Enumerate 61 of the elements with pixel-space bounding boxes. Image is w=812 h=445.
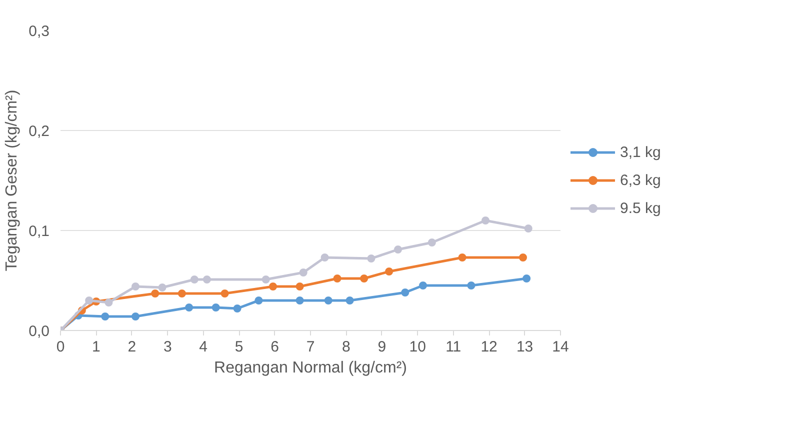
y-tick-label: 0,1 — [28, 223, 50, 240]
point — [220, 290, 229, 298]
point — [428, 238, 436, 246]
x-tick-label: 10 — [409, 338, 426, 356]
x-tick-label: 12 — [480, 338, 498, 356]
legend-label: 3,1 kg — [620, 144, 661, 160]
x-tick-label: 6 — [270, 338, 279, 356]
point — [254, 296, 263, 304]
point — [467, 282, 476, 290]
point — [132, 282, 140, 290]
point — [299, 268, 308, 276]
point — [394, 246, 402, 254]
point — [519, 254, 527, 262]
point — [458, 254, 466, 262]
point — [185, 304, 194, 312]
y-tick-label: 0,0 — [28, 323, 50, 340]
point — [367, 254, 376, 262]
y-tick-label: 0,3 — [28, 23, 50, 40]
x-tick-label: 3 — [163, 338, 172, 356]
point — [401, 288, 410, 296]
point — [333, 274, 342, 282]
x-tick-label: 0 — [56, 338, 65, 356]
x-tick-label: 2 — [128, 338, 136, 356]
point — [158, 284, 166, 292]
point — [385, 268, 394, 276]
point — [269, 282, 277, 290]
x-tick-label: 5 — [234, 338, 244, 356]
x-tick-label: 11 — [446, 338, 462, 356]
point — [524, 224, 532, 232]
x-axis-title: Regangan Normal (kg/cm²) — [214, 360, 407, 376]
point — [101, 312, 110, 320]
x-tick-label: 7 — [306, 338, 315, 356]
x-tick-label: 1 — [92, 338, 100, 356]
point — [262, 276, 270, 284]
point — [419, 282, 427, 290]
x-tick-label: 8 — [342, 338, 350, 356]
point — [320, 254, 329, 262]
y-tick-label: 0,2 — [28, 123, 50, 140]
point — [296, 296, 304, 304]
point — [324, 296, 332, 304]
point — [360, 274, 368, 282]
point — [202, 276, 211, 284]
x-tick-label: 14 — [552, 338, 569, 356]
point — [132, 312, 140, 320]
point — [296, 282, 304, 290]
x-tick-label: 9 — [378, 338, 386, 356]
point — [85, 296, 94, 304]
point — [190, 276, 198, 284]
legend-label: 6,3 kg — [620, 172, 661, 188]
legend-label: 9.5 kg — [620, 200, 661, 216]
y-axis-title: Tegangan Geser (kg/cm²) — [4, 90, 21, 272]
point — [178, 290, 186, 298]
point — [212, 304, 220, 312]
point — [346, 296, 354, 304]
point — [151, 290, 160, 298]
x-tick-label: 4 — [199, 338, 208, 356]
point — [522, 274, 531, 282]
x-tick-label: 13 — [516, 338, 534, 356]
point — [233, 304, 242, 312]
point — [104, 298, 113, 306]
point — [482, 216, 490, 224]
